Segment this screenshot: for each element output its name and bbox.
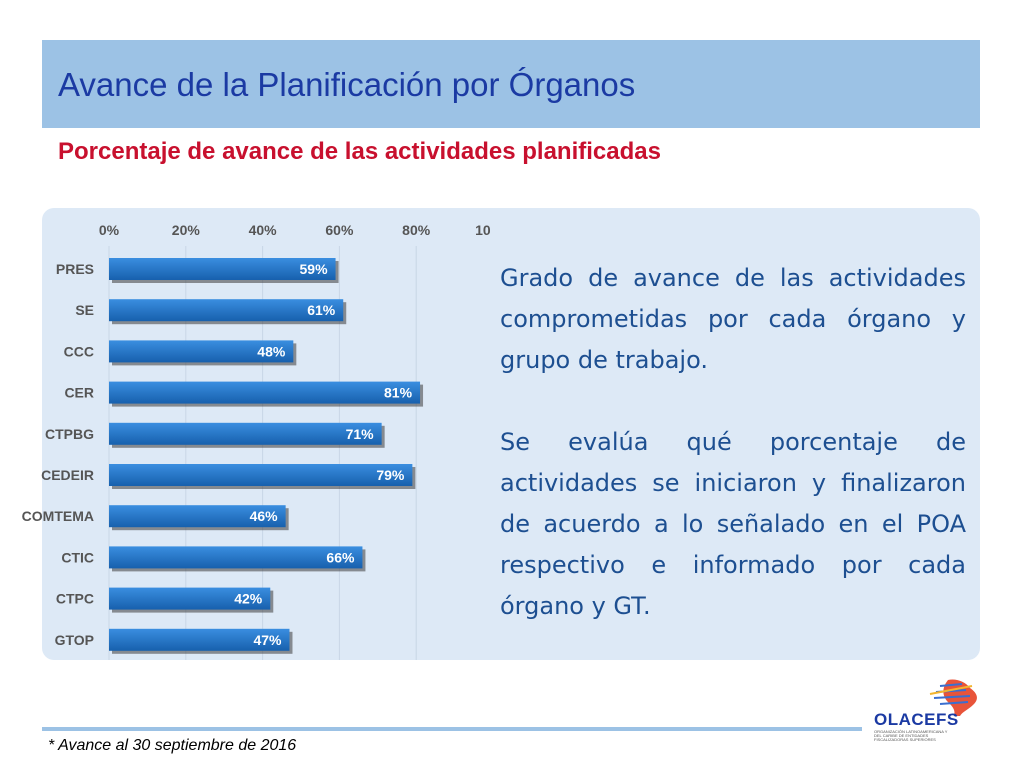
category-label: CTIC: [61, 549, 94, 565]
x-tick-label: 100%: [475, 222, 490, 238]
x-tick-label: 60%: [325, 222, 354, 238]
americas-map-icon: [929, 679, 977, 716]
description-paragraph-1: Grado de avance de las actividades compr…: [500, 264, 966, 374]
description-paragraph-2: Se evalúa qué porcentaje de actividades …: [500, 428, 966, 620]
category-label: COMTEMA: [22, 508, 94, 524]
bar: [109, 628, 290, 651]
category-label: SE: [75, 302, 94, 318]
category-label: PRES: [56, 261, 94, 277]
data-label: 66%: [326, 549, 355, 565]
bar: [109, 505, 286, 528]
category-label: GTOP: [55, 632, 94, 648]
footnote: * Avance al 30 septiembre de 2016: [48, 737, 297, 754]
title-band: [42, 40, 980, 128]
description-text: Grado de avance de las actividades compr…: [500, 258, 966, 627]
bar: [109, 587, 271, 610]
bar: [109, 546, 363, 569]
data-label: 46%: [250, 508, 279, 524]
data-label: 61%: [307, 302, 336, 318]
x-tick-label: 80%: [402, 222, 431, 238]
category-label: CER: [64, 385, 94, 401]
bar: [109, 422, 382, 445]
data-label: 59%: [300, 261, 329, 277]
category-label: CTPBG: [45, 426, 94, 442]
page-title: Avance de la Planificación por Órganos: [58, 66, 636, 103]
olacefs-logo: OLACEFS ORGANIZACIÓN LATINOAMERICANA Y D…: [870, 676, 990, 742]
logo-text: OLACEFS: [874, 710, 959, 729]
bar: [109, 381, 421, 404]
category-label: CEDEIR: [41, 467, 94, 483]
bar: [109, 299, 344, 322]
data-label: 47%: [253, 632, 282, 648]
x-tick-label: 40%: [249, 222, 278, 238]
data-label: 71%: [346, 426, 375, 442]
data-label: 81%: [384, 385, 413, 401]
bar: [109, 464, 413, 486]
footer-divider: [42, 727, 862, 731]
bar: [109, 340, 294, 363]
data-label: 79%: [376, 467, 405, 483]
data-label: 42%: [234, 591, 263, 607]
x-tick-label: 0%: [99, 222, 120, 238]
logo-tagline: ORGANIZACIÓN LATINOAMERICANA Y DEL CARIB…: [874, 729, 948, 742]
page-subtitle: Porcentaje de avance de las actividades …: [58, 138, 661, 165]
category-label: CCC: [64, 343, 94, 359]
x-tick-label: 20%: [172, 222, 201, 238]
category-label: CTPC: [56, 591, 94, 607]
bar: [109, 258, 336, 280]
data-label: 48%: [257, 343, 286, 359]
bar-chart: 0% 20% 40% 60% 80% 100% PRES SE CCC CER CTPBG CEDE…: [0, 208, 490, 660]
